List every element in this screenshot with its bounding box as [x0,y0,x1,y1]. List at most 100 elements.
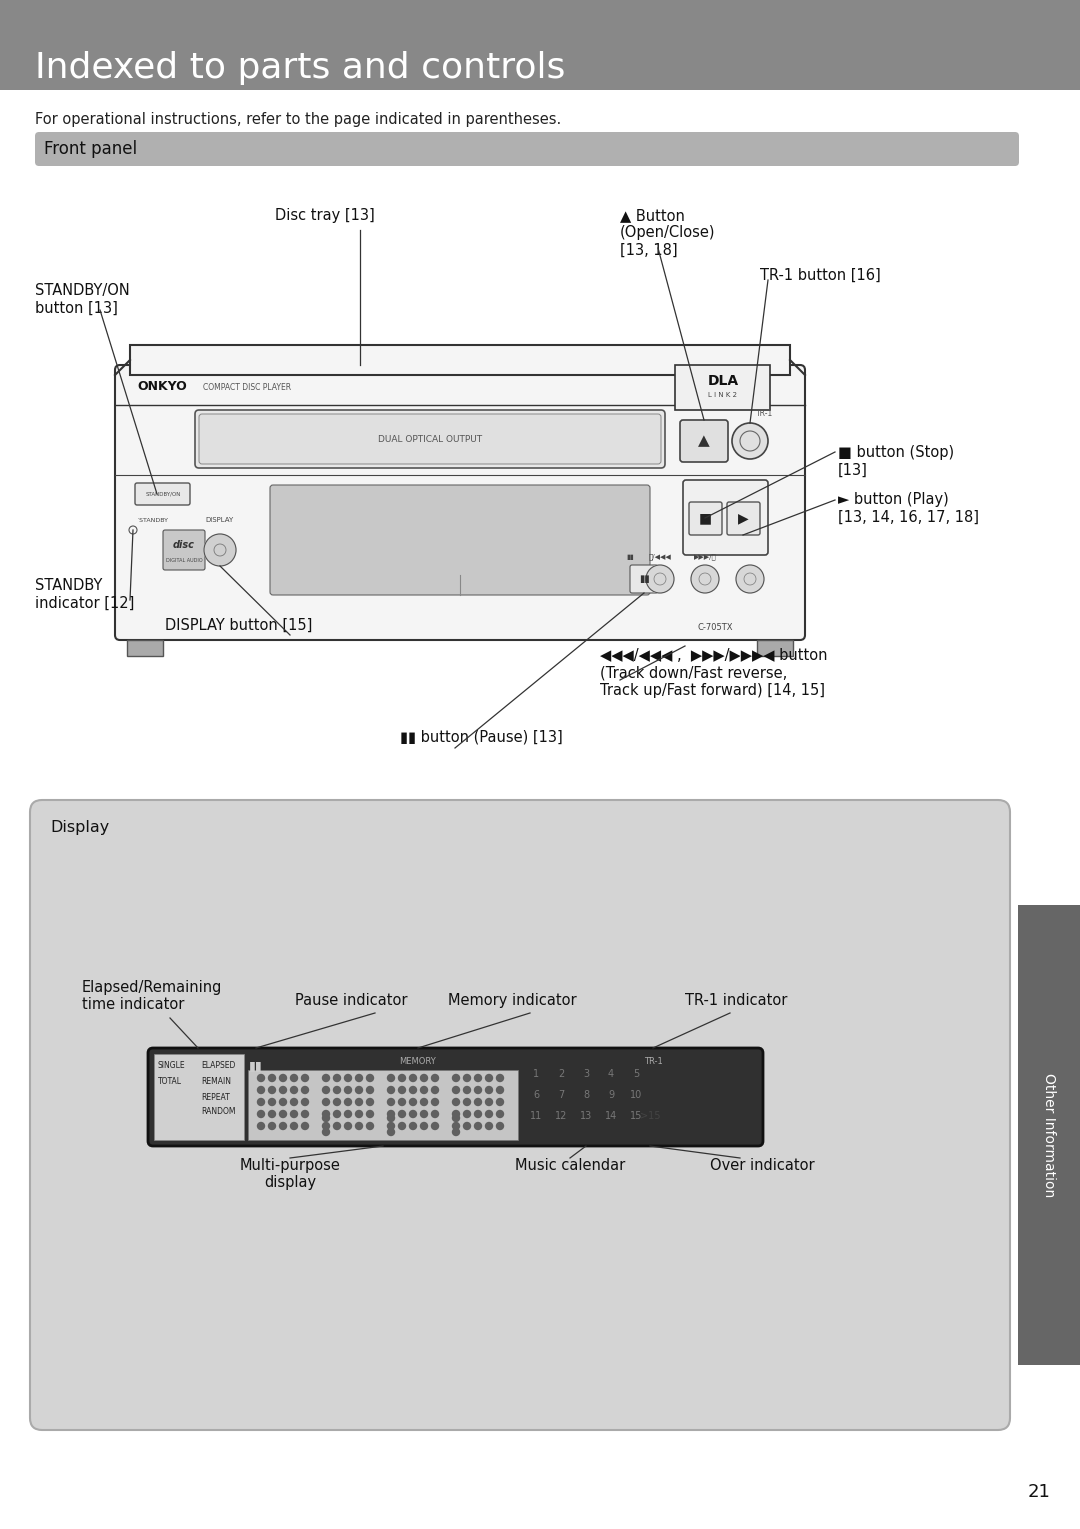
Text: ▮▮: ▮▮ [249,1060,262,1072]
Circle shape [646,566,674,593]
Text: 15: 15 [630,1112,643,1121]
Circle shape [366,1122,374,1130]
Text: 21: 21 [1028,1483,1051,1501]
Text: 2: 2 [558,1069,564,1079]
Circle shape [345,1075,351,1081]
Text: DISPLAY button [15]: DISPLAY button [15] [165,618,312,633]
Circle shape [474,1075,482,1081]
Text: 8: 8 [583,1090,589,1099]
Text: TOTAL: TOTAL [158,1076,183,1086]
Circle shape [453,1087,459,1093]
Text: Indexed to parts and controls: Indexed to parts and controls [35,50,565,86]
Text: disc: disc [173,540,194,550]
Text: Memory indicator: Memory indicator [448,992,577,1008]
Circle shape [301,1110,309,1118]
FancyBboxPatch shape [270,485,650,595]
Circle shape [269,1087,275,1093]
FancyBboxPatch shape [727,502,760,535]
Circle shape [257,1122,265,1130]
Text: TR-1 indicator: TR-1 indicator [685,992,787,1008]
Text: TR-1: TR-1 [644,1058,662,1067]
Text: TR-1: TR-1 [756,408,773,417]
Circle shape [409,1110,417,1118]
Text: Disc tray [13]: Disc tray [13] [275,208,375,223]
FancyBboxPatch shape [163,531,205,570]
Circle shape [453,1075,459,1081]
Circle shape [432,1075,438,1081]
Circle shape [345,1087,351,1093]
Circle shape [463,1098,471,1105]
Circle shape [345,1098,351,1105]
Circle shape [409,1087,417,1093]
Circle shape [334,1087,340,1093]
Circle shape [257,1098,265,1105]
Circle shape [366,1098,374,1105]
Text: ▶▶▶/⏭: ▶▶▶/⏭ [693,553,716,560]
Circle shape [291,1122,297,1130]
Text: Multi-purpose
display: Multi-purpose display [240,1157,340,1191]
Circle shape [691,566,719,593]
Text: ELAPSED: ELAPSED [201,1061,235,1070]
Circle shape [453,1098,459,1105]
Circle shape [355,1122,363,1130]
Circle shape [355,1098,363,1105]
Text: DIGITAL AUDIO: DIGITAL AUDIO [165,558,202,563]
Circle shape [474,1087,482,1093]
Text: >15: >15 [639,1112,660,1121]
Circle shape [323,1122,329,1130]
Circle shape [486,1122,492,1130]
Bar [675,365,770,410]
Circle shape [388,1087,394,1093]
Circle shape [291,1110,297,1118]
FancyBboxPatch shape [689,502,723,535]
Text: ▶: ▶ [738,511,748,524]
FancyBboxPatch shape [35,131,1020,167]
Circle shape [269,1122,275,1130]
Bar [130,346,789,375]
Circle shape [474,1110,482,1118]
Text: Front panel: Front panel [44,141,137,157]
Circle shape [334,1075,340,1081]
Circle shape [323,1115,329,1121]
Text: 5: 5 [633,1069,639,1079]
FancyBboxPatch shape [30,800,1010,1430]
Bar [127,641,163,656]
Text: 12: 12 [555,1112,567,1121]
Circle shape [257,1075,265,1081]
Circle shape [497,1098,503,1105]
Circle shape [399,1110,405,1118]
FancyBboxPatch shape [683,480,768,555]
Circle shape [269,1075,275,1081]
Circle shape [323,1098,329,1105]
Text: L I N K 2: L I N K 2 [708,391,738,398]
Circle shape [432,1122,438,1130]
Circle shape [301,1087,309,1093]
Circle shape [323,1110,329,1118]
FancyBboxPatch shape [28,0,1052,89]
Circle shape [486,1110,492,1118]
Text: Display: Display [50,820,109,835]
Circle shape [463,1122,471,1130]
Circle shape [453,1110,459,1118]
Circle shape [463,1110,471,1118]
Text: SINGLE: SINGLE [158,1061,186,1070]
Circle shape [453,1128,459,1136]
FancyBboxPatch shape [114,365,805,641]
Circle shape [420,1087,428,1093]
Circle shape [345,1110,351,1118]
Circle shape [463,1087,471,1093]
Circle shape [345,1122,351,1130]
Bar [248,1070,518,1141]
Text: TR-1 button [16]: TR-1 button [16] [760,268,881,283]
Circle shape [420,1110,428,1118]
Circle shape [497,1122,503,1130]
Text: STANDBY
indicator [12]: STANDBY indicator [12] [35,578,134,610]
Circle shape [280,1098,286,1105]
Circle shape [399,1098,405,1105]
Circle shape [355,1110,363,1118]
Text: ▮▮: ▮▮ [638,573,649,584]
Circle shape [388,1110,394,1118]
Text: 14: 14 [605,1112,617,1121]
FancyBboxPatch shape [195,410,665,468]
Circle shape [280,1075,286,1081]
